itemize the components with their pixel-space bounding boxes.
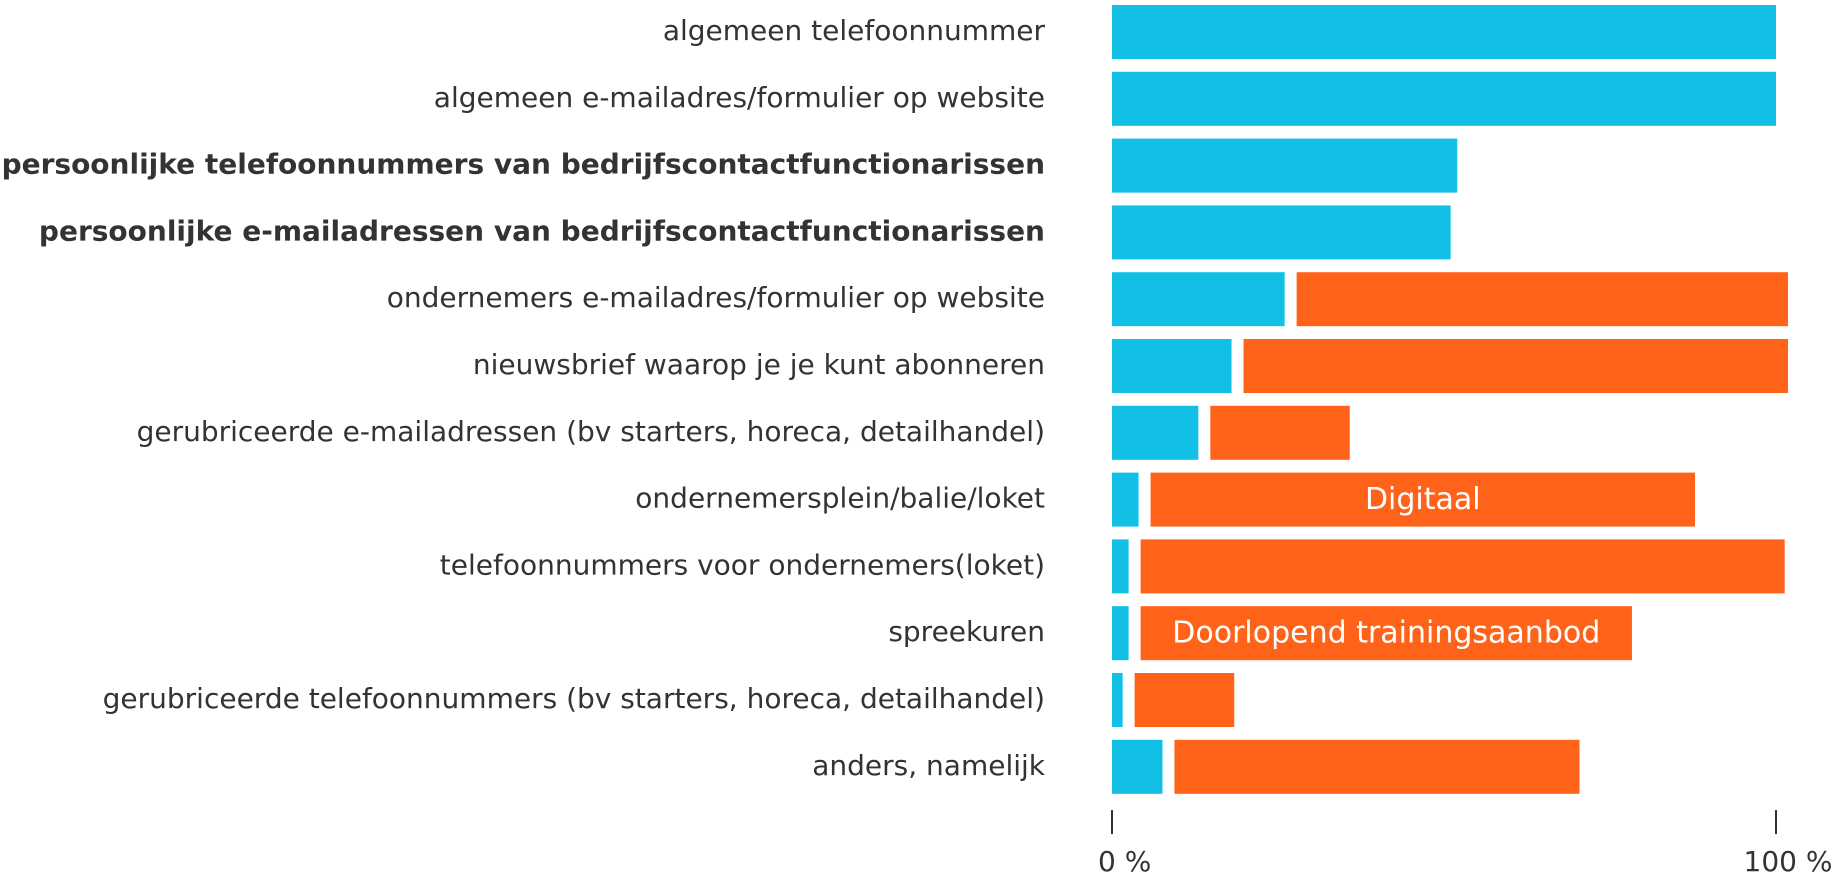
bar [1112,539,1129,594]
category-label: algemeen e-mailadres/formulier op websit… [434,81,1045,114]
category-label: persoonlijke telefoonnummers van bedrijf… [2,148,1045,181]
bar-annotation: Doorlopend trainingsaanbod [1172,616,1600,651]
bar [1296,272,1788,327]
bar [1112,405,1199,460]
bar [1134,673,1235,727]
bar [1243,339,1788,393]
x-tick-label: 0 % [1098,845,1151,877]
category-label: persoonlijke e-mailadressen van bedrijfs… [39,214,1045,247]
bar [1112,673,1123,727]
bar [1174,739,1580,794]
category-label: gerubriceerde telefoonnummers (bv starte… [103,682,1045,715]
bar [1112,138,1458,193]
bar [1112,272,1285,327]
category-label: nieuwsbrief waarop je je kunt abonneren [473,348,1045,381]
bar [1112,739,1163,794]
category-label: telefoonnummers voor ondernemers(loket) [440,548,1045,581]
category-label: algemeen telefoonnummer [663,14,1046,47]
bar [1210,405,1350,460]
bar [1140,539,1785,594]
bar [1112,5,1776,59]
bar [1140,606,1632,661]
bar [1112,71,1776,126]
x-tick-label: 100 % [1744,845,1833,877]
category-label: anders, namelijk [812,749,1046,782]
bar [1112,205,1451,260]
bar [1112,339,1232,393]
bar-annotation: Digitaal [1365,482,1481,517]
category-label: spreekuren [888,615,1045,648]
category-label: ondernemers e-mailadres/formulier op web… [387,281,1045,314]
bar [1112,606,1129,661]
category-label: gerubriceerde e-mailadressen (bv starter… [137,415,1045,448]
category-label: ondernemersplein/balie/loket [635,482,1045,515]
bar [1112,472,1139,527]
bar [1150,472,1696,527]
